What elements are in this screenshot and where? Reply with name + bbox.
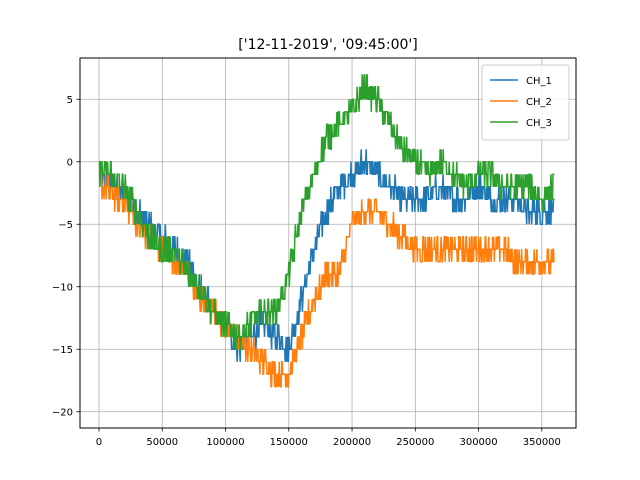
y-tick-label: −20 (52, 407, 73, 418)
y-axis: 5 0 −5 −10 −15 −20 (52, 95, 80, 418)
x-tick-label: 100000 (206, 437, 244, 448)
x-axis: 0 50000 100000 150000 200000 250000 300000 3500… (96, 428, 561, 448)
y-tick-label: −10 (52, 282, 73, 293)
x-tick-label: 300000 (459, 437, 497, 448)
x-tick-label: 150000 (270, 437, 308, 448)
y-tick-label: −5 (58, 220, 73, 231)
series-layer (98, 74, 555, 388)
x-tick-label: 0 (96, 437, 102, 448)
series-line-ch-1 (99, 149, 555, 362)
y-tick-label: 0 (67, 157, 73, 168)
legend-label: CH_3 (526, 118, 552, 129)
x-tick-label: 250000 (396, 437, 434, 448)
legend-label: CH_1 (526, 76, 552, 87)
y-tick-label: 5 (67, 95, 73, 106)
x-tick-label: 50000 (146, 437, 178, 448)
x-tick-label: 200000 (333, 437, 371, 448)
plot-frame (79, 57, 577, 429)
legend-label: CH_2 (526, 97, 552, 108)
series-line-ch-3 (98, 74, 555, 351)
legend: CH_1 CH_2 CH_3 (481, 64, 570, 141)
x-tick-label: 350000 (523, 437, 561, 448)
y-tick-label: −15 (52, 345, 73, 356)
chart-title: ['12-11-2019', '09:45:00'] (238, 37, 417, 53)
